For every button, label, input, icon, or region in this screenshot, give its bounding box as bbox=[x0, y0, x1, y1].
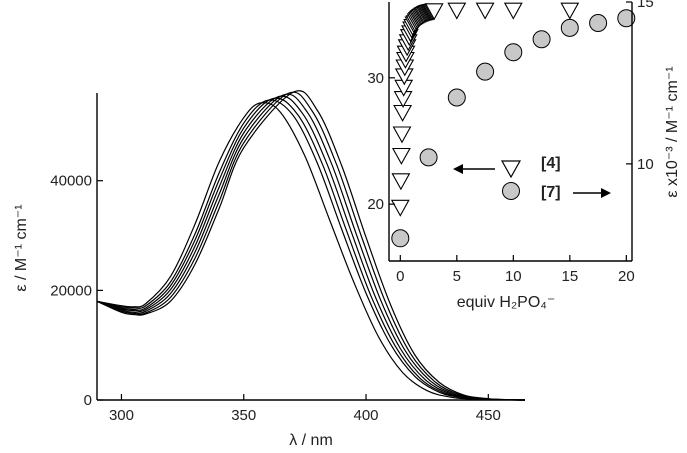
series-7-point bbox=[391, 229, 410, 248]
inset-x-tick-label: 10 bbox=[505, 268, 522, 285]
series-7-point bbox=[504, 43, 523, 62]
inset-left-tick-label: 30 bbox=[367, 70, 384, 87]
legend-label-7: [7] bbox=[541, 184, 561, 201]
main-x-tick-label: 300 bbox=[109, 407, 134, 424]
series-4-point bbox=[392, 126, 412, 144]
series-4-point bbox=[447, 2, 467, 20]
inset-right-tick-label: 10 bbox=[637, 156, 654, 173]
inset-x-tick-label: 15 bbox=[561, 268, 578, 285]
main-y-tick-label: 0 bbox=[84, 392, 92, 409]
series-7-point bbox=[560, 18, 579, 37]
spectrum-curve-7 bbox=[96, 90, 526, 401]
series-7-point bbox=[589, 14, 608, 32]
main-y-ticks: 0 20000 40000 bbox=[50, 173, 103, 409]
main-x-tick-label: 400 bbox=[354, 407, 379, 424]
series-4-point bbox=[391, 173, 411, 191]
inset-right-ticks: 10 15 bbox=[626, 0, 654, 173]
inset-x-axis-label: equiv H₂PO₄⁻ bbox=[457, 294, 556, 311]
series-4-point bbox=[391, 147, 411, 165]
main-chart: 300 350 400 450 0 20000 40000 λ / nm ε / M⁻¹ … bbox=[13, 90, 526, 449]
series-7-point bbox=[532, 30, 551, 49]
inset-background bbox=[389, 2, 632, 261]
spectrum-curve-1 bbox=[96, 102, 526, 401]
series-4-point bbox=[560, 2, 580, 20]
inset-x-tick-label: 5 bbox=[453, 268, 461, 285]
series-7-point bbox=[617, 9, 636, 28]
series-4-point bbox=[390, 199, 410, 217]
series-7-point bbox=[476, 62, 495, 81]
main-curves bbox=[96, 90, 526, 401]
series-7-point bbox=[419, 148, 438, 167]
series-4-point bbox=[475, 2, 495, 20]
inset-right-tick-label: 15 bbox=[637, 0, 654, 11]
inset-x-tick-label: 0 bbox=[396, 268, 404, 285]
series-7-point bbox=[447, 88, 466, 107]
legend-label-4: [4] bbox=[541, 155, 561, 172]
main-y-tick-label: 20000 bbox=[50, 282, 92, 299]
series-4-point bbox=[424, 3, 444, 21]
legend-marker-circle bbox=[502, 182, 520, 200]
main-y-tick-label: 40000 bbox=[50, 173, 92, 190]
main-y-axis-label: ε / M⁻¹ cm⁻¹ bbox=[13, 204, 30, 291]
inset-x-tick-label: 20 bbox=[618, 268, 635, 285]
series-4-point bbox=[503, 2, 523, 20]
main-x-tick-label: 350 bbox=[231, 407, 256, 424]
inset-right-axis-label: ε x10⁻³ / M⁻¹ cm⁻¹ bbox=[664, 66, 681, 197]
legend-marker-triangle bbox=[500, 160, 522, 179]
legend-arrow-right-head bbox=[601, 188, 611, 198]
main-x-axis-label: λ / nm bbox=[289, 432, 333, 449]
main-x-tick-label: 450 bbox=[476, 407, 501, 424]
main-x-ticks: 300 350 400 450 bbox=[109, 394, 501, 424]
inset-legend: [4] [7] bbox=[453, 155, 611, 201]
inset-left-tick-label: 20 bbox=[367, 196, 384, 213]
legend-arrow-left-head bbox=[453, 164, 463, 174]
inset-points bbox=[390, 2, 636, 248]
inset-x-ticks: 0 5 10 15 20 bbox=[396, 255, 635, 285]
